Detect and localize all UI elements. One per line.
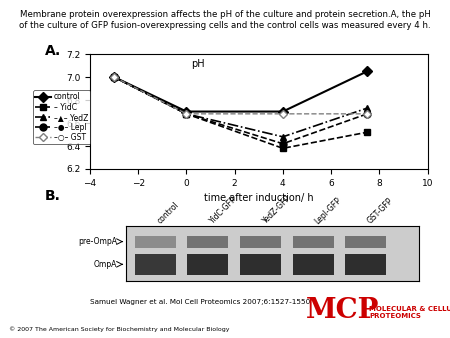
YedZ [112,75,117,79]
Bar [240,254,281,275]
YedZ [364,106,370,110]
Text: Samuel Wagner et al. Mol Cell Proteomics 2007;6:1527-1550: Samuel Wagner et al. Mol Cell Proteomics… [90,299,310,305]
Text: © 2007 The American Society for Biochemistry and Molecular Biology: © 2007 The American Society for Biochemi… [9,326,230,332]
Text: YedZ-GFP: YedZ-GFP [261,194,292,226]
GST [280,112,286,116]
Bar [293,236,334,248]
Text: MOLECULAR & CELLULAR
PROTEOMICS: MOLECULAR & CELLULAR PROTEOMICS [369,307,450,319]
LepI [280,142,286,146]
Bar [346,236,386,248]
Legend: control, – YidC, –▲– YedZ, –●– LepI, –○– GST: control, – YidC, –▲– YedZ, –●– LepI, –○–… [33,90,90,144]
Bar [135,254,176,275]
Bar [135,236,176,248]
Text: control: control [155,200,180,226]
Bar [293,254,334,275]
Text: B.: B. [45,189,61,203]
X-axis label: time after induction/ h: time after induction/ h [204,193,314,203]
Line: YedZ: YedZ [111,74,371,140]
GST [364,112,370,116]
Text: YidC-GFP: YidC-GFP [208,195,239,226]
GST [184,112,189,116]
Bar [240,236,281,248]
Text: pH: pH [191,59,205,69]
Text: MCP: MCP [306,297,379,324]
LepI [184,112,189,116]
YedZ [280,135,286,139]
Line: LepI: LepI [111,74,371,147]
Bar [188,236,228,248]
Text: pre-OmpA: pre-OmpA [78,237,117,246]
GST [112,75,117,79]
Text: LepI-GFP: LepI-GFP [313,196,343,226]
Text: OmpA: OmpA [94,260,117,269]
Text: Membrane protein overexpression affects the pH of the culture and protein secret: Membrane protein overexpression affects … [19,10,431,29]
control [184,110,189,114]
control [280,110,286,114]
Text: GST-GFP: GST-GFP [366,196,395,226]
YidC [184,112,189,116]
YedZ [184,112,189,116]
control [112,75,117,79]
Bar [188,254,228,275]
control [364,69,370,73]
Line: GST: GST [111,74,370,117]
YidC [112,75,117,79]
Bar [346,254,386,275]
Line: control: control [111,68,371,115]
Text: A.: A. [45,44,61,58]
LepI [112,75,117,79]
YidC [364,130,370,134]
LepI [364,112,370,116]
YidC [280,146,286,150]
Line: YidC: YidC [111,74,371,152]
